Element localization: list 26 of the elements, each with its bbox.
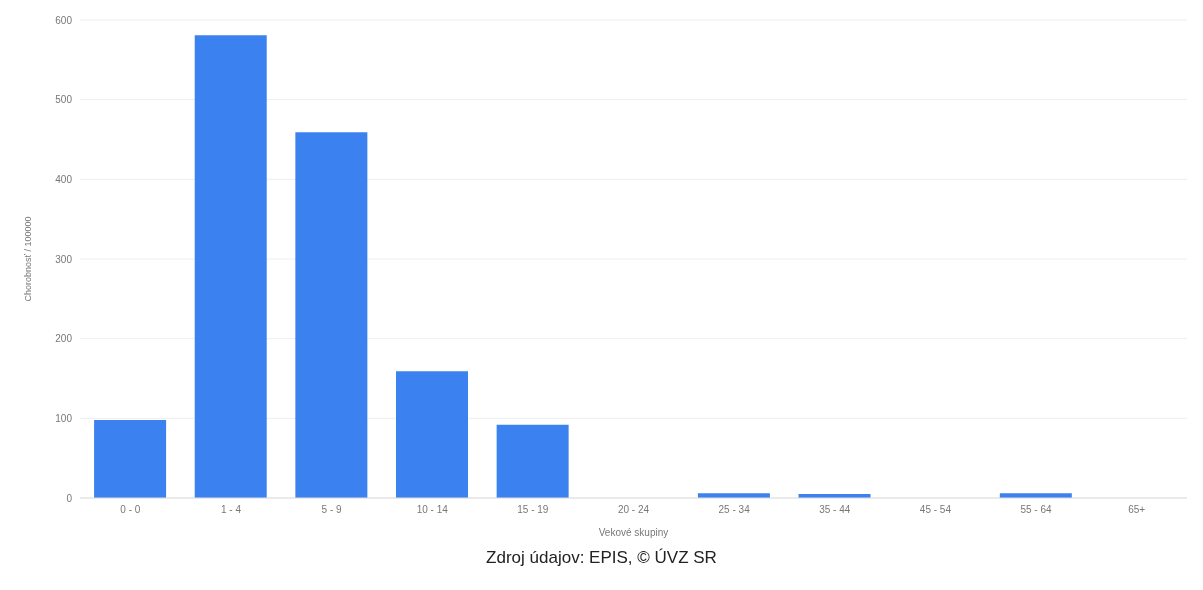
bar (94, 419, 167, 498)
text: Zdroj údajov: EPIS, © ÚVZ SR (485, 548, 718, 568)
y-tick-label: 200 (55, 333, 73, 345)
x-tick-label: 55 - 64 (1020, 504, 1053, 516)
x-tick-label: 1 - 4 (220, 504, 242, 516)
x-tick-label: 20 - 24 (617, 504, 650, 516)
x-tick-label: 35 - 44 (819, 504, 851, 516)
y-tick-label: 0 (66, 492, 73, 504)
y-tick-label: 300 (55, 253, 73, 265)
y-tick-label: 400 (55, 173, 73, 185)
y-tick-label: 600 (55, 14, 73, 26)
bar (496, 424, 569, 498)
x-axis-title: Vekové skupiny (598, 527, 669, 538)
x-tick-label: 5 - 9 (321, 504, 343, 516)
bar (295, 132, 368, 498)
bar (194, 35, 267, 498)
x-tick-label: 65+ (1128, 504, 1146, 516)
x-tick-label: 45 - 54 (919, 504, 952, 516)
x-tick-label: 25 - 34 (718, 504, 751, 516)
bar (396, 371, 468, 498)
x-tick-label: 15 - 19 (517, 504, 549, 516)
y-tick-label: 100 (55, 412, 73, 424)
x-tick-label: 10 - 14 (416, 504, 449, 516)
y-tick-label: 500 (55, 94, 73, 106)
x-tick-label: 0 - 0 (120, 504, 141, 516)
y-axis-title: Chorobnosť / 100000 (23, 216, 34, 302)
